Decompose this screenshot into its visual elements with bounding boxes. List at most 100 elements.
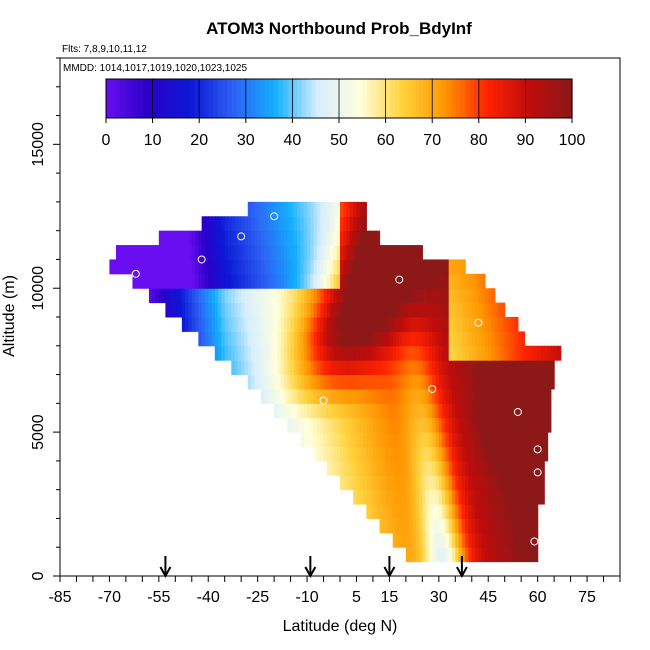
heatmap-cell: [504, 504, 509, 519]
colorbar-swatch: [525, 79, 531, 118]
heatmap-cell: [432, 403, 437, 419]
heatmap-cell: [172, 259, 176, 275]
heatmap-cell: [481, 518, 486, 534]
heatmap-cell: [405, 317, 410, 332]
heatmap-cell: [425, 518, 430, 534]
heatmap-cell: [448, 432, 453, 447]
heatmap-cell: [432, 273, 437, 289]
heatmap-cell: [359, 360, 364, 376]
heatmap-cell: [415, 388, 420, 404]
heatmap-cell: [521, 388, 526, 404]
heatmap-cell: [405, 302, 410, 318]
heatmap-cell: [465, 417, 470, 433]
heatmap-cell: [284, 374, 288, 390]
heatmap-cell: [412, 489, 417, 505]
heatmap-cell: [517, 331, 522, 347]
heatmap-cell: [458, 288, 463, 304]
data-point-marker: [533, 445, 542, 454]
heatmap-cell: [524, 504, 529, 519]
heatmap-cell: [148, 273, 153, 289]
heatmap-cell: [481, 504, 486, 519]
heatmap-cell: [547, 345, 552, 361]
heatmap-cell: [323, 288, 328, 304]
heatmap-cell: [537, 460, 542, 476]
heatmap-cell: [280, 259, 285, 275]
heatmap-cell: [379, 360, 384, 376]
heatmap-cell: [445, 417, 450, 433]
heatmap-cell: [349, 345, 354, 361]
heatmap-cell: [241, 345, 246, 361]
heatmap-cell: [524, 360, 529, 376]
heatmap-cell: [287, 317, 292, 332]
heatmap-cell: [346, 201, 351, 217]
heatmap-cell: [343, 374, 348, 390]
heatmap-cell: [363, 201, 367, 217]
heatmap-cell: [363, 417, 367, 433]
colorbar-swatch: [506, 79, 513, 118]
heatmap-cell: [303, 388, 308, 404]
heatmap-cell: [402, 245, 407, 260]
heatmap-cell: [241, 273, 246, 289]
heatmap-cell: [448, 345, 453, 361]
heatmap-cell: [445, 504, 450, 519]
heatmap-cell: [504, 388, 509, 404]
heatmap-cell: [540, 360, 545, 376]
heatmap-cell: [376, 388, 381, 404]
heatmap-cell: [402, 475, 407, 491]
heatmap-cell: [386, 489, 391, 505]
heatmap-cell: [494, 432, 499, 447]
heatmap-cell: [349, 331, 354, 347]
heatmap-cell: [346, 432, 351, 447]
heatmap-cell: [508, 374, 512, 390]
heatmap-cell: [412, 504, 417, 519]
heatmap-cell: [392, 388, 397, 404]
heatmap-cell: [333, 432, 338, 447]
heatmap-cell: [514, 417, 519, 433]
heatmap-cell: [379, 460, 384, 476]
heatmap-cell: [428, 432, 433, 447]
heatmap-cell: [521, 504, 526, 519]
heatmap-cell: [198, 273, 203, 289]
heatmap-cell: [244, 230, 249, 246]
heatmap-cell: [379, 388, 384, 404]
heatmap-cell: [458, 317, 463, 332]
heatmap-cell: [498, 518, 503, 534]
heatmap-cell: [396, 259, 400, 275]
heatmap-cell: [310, 331, 315, 347]
heatmap-cell: [501, 388, 506, 404]
heatmap-cell: [432, 345, 437, 361]
colorbar-swatch: [436, 79, 443, 118]
heatmap-cell: [382, 360, 387, 376]
heatmap-cell: [340, 403, 344, 419]
heatmap-cell: [353, 446, 358, 462]
heatmap-cell: [382, 374, 387, 390]
heatmap-cell: [402, 403, 407, 419]
heatmap-cell: [488, 331, 493, 347]
heatmap-cell: [211, 259, 216, 275]
heatmap-cell: [336, 302, 341, 318]
heatmap-cell: [356, 446, 361, 462]
heatmap-cell: [382, 489, 387, 505]
heatmap-cell: [270, 288, 275, 304]
heatmap-cell: [326, 288, 331, 304]
heatmap-cell: [452, 518, 456, 534]
heatmap-cell: [445, 374, 450, 390]
heatmap-cell: [267, 360, 272, 376]
heatmap-cell: [316, 331, 321, 347]
heatmap-cell: [175, 259, 180, 275]
colorbar-tick-label: 50: [330, 132, 348, 149]
heatmap-cell: [211, 317, 216, 332]
heatmap-cell: [468, 374, 473, 390]
heatmap-cell: [468, 388, 473, 404]
heatmap-cell: [491, 403, 496, 419]
heatmap-cell: [247, 259, 252, 275]
heatmap-cell: [349, 403, 354, 419]
heatmap-cell: [517, 518, 522, 534]
heatmap-cell: [379, 259, 384, 275]
colorbar-swatch: [180, 79, 186, 118]
heatmap-cell: [231, 317, 236, 332]
heatmap-cell: [402, 374, 407, 390]
heatmap-cell: [178, 245, 183, 260]
heatmap-cell: [405, 417, 410, 433]
heatmap-cell: [260, 360, 265, 376]
